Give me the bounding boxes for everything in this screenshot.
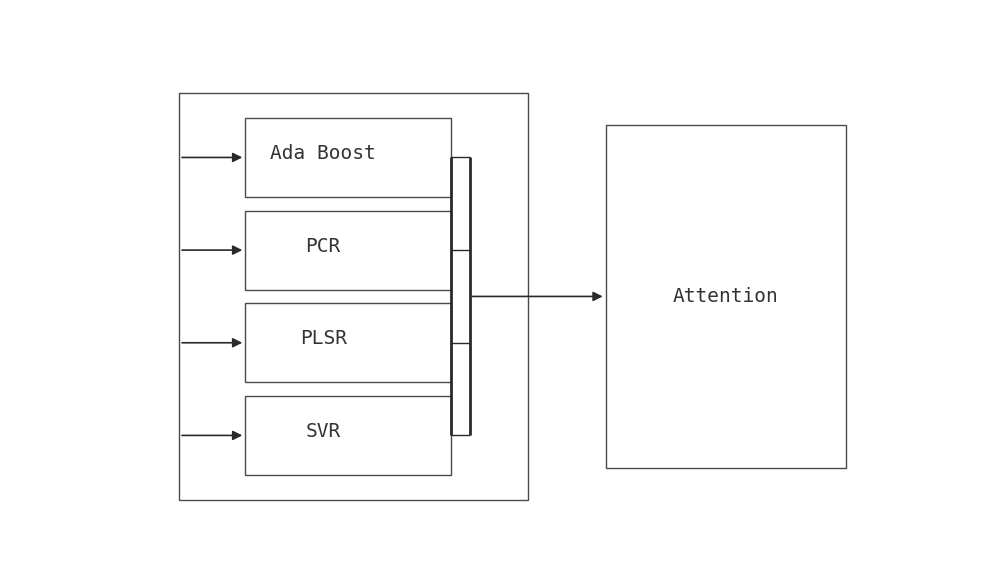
Bar: [245, 211, 450, 289]
Text: PLSR: PLSR: [300, 329, 347, 348]
Bar: [606, 124, 846, 468]
Bar: [179, 93, 528, 500]
Bar: [245, 396, 450, 475]
Bar: [245, 303, 450, 382]
Text: SVR: SVR: [306, 422, 341, 441]
Text: Ada Boost: Ada Boost: [270, 144, 376, 163]
Bar: [245, 118, 450, 197]
Text: Attention: Attention: [673, 287, 778, 306]
Text: PCR: PCR: [306, 237, 341, 256]
